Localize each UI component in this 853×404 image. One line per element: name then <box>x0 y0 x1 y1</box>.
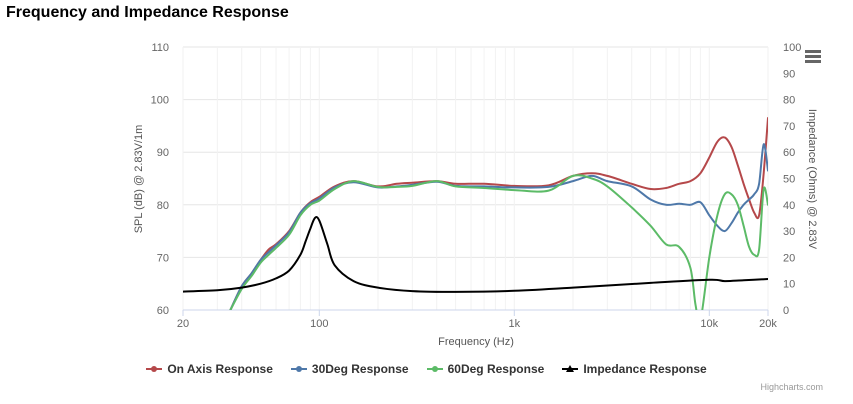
y-tick-label: 70 <box>157 252 169 264</box>
y-tick-label: 80 <box>157 200 169 212</box>
series-line-3[interactable] <box>183 216 768 293</box>
hamburger-menu-icon[interactable] <box>805 50 821 64</box>
y2-tick-label: 80 <box>783 95 795 107</box>
y2-tick-label: 40 <box>783 200 795 212</box>
credits-link[interactable]: Highcharts.com <box>760 382 823 392</box>
y2-tick-label: 20 <box>783 252 795 264</box>
y-tick-label: 110 <box>151 42 169 54</box>
legend-label: 60Deg Response <box>447 362 545 376</box>
series-line-2[interactable] <box>229 174 768 323</box>
circle-marker-icon <box>290 364 307 374</box>
legend-item[interactable]: 60Deg Response <box>426 362 545 376</box>
y2-tick-label: 60 <box>783 147 795 159</box>
grid-layer <box>182 46 769 311</box>
y2-tick-label: 50 <box>783 174 795 186</box>
y-tick-label: 90 <box>157 147 169 159</box>
y2-tick-label: 100 <box>783 42 801 54</box>
x-tick-label: 10k <box>700 318 718 330</box>
legend-item[interactable]: On Axis Response <box>146 362 273 376</box>
y-tick-label: 60 <box>157 305 169 317</box>
legend-item[interactable]: 30Deg Response <box>290 362 409 376</box>
legend-label: 30Deg Response <box>311 362 409 376</box>
y-axis-label-left: SPL (dB) @ 2.83V/1m <box>133 125 145 234</box>
x-tick-label: 1k <box>508 318 520 330</box>
series-layer <box>183 117 768 323</box>
y2-tick-label: 0 <box>783 305 789 317</box>
x-tick-label: 20 <box>177 318 189 330</box>
y2-tick-label: 10 <box>783 279 795 291</box>
y2-tick-label: 70 <box>783 121 795 133</box>
x-tick-label: 100 <box>310 318 328 330</box>
circle-marker-icon <box>426 364 443 374</box>
chart-title: Frequency and Impedance Response <box>6 4 289 21</box>
y2-tick-label: 90 <box>783 68 795 80</box>
y2-tick-label: 30 <box>783 226 795 238</box>
axis-layer: 60 70 80 90 100 110 0 10 20 30 40 50 60 70 80 90 100 20 10… <box>151 42 802 330</box>
y-axis-label-right: Impedance (Ohms) @ 2.83V <box>806 109 818 250</box>
triangle-marker-icon <box>562 364 579 374</box>
circle-marker-icon <box>146 364 163 374</box>
x-axis-label: Frequency (Hz) <box>438 336 514 348</box>
legend: On Axis Response 30Deg Response 60Deg Resp… <box>0 362 853 376</box>
x-tick-label: 20k <box>759 318 777 330</box>
legend-label: Impedance Response <box>583 362 707 376</box>
legend-label: On Axis Response <box>167 362 273 376</box>
legend-item[interactable]: Impedance Response <box>562 362 707 376</box>
y-tick-label: 100 <box>151 95 169 107</box>
